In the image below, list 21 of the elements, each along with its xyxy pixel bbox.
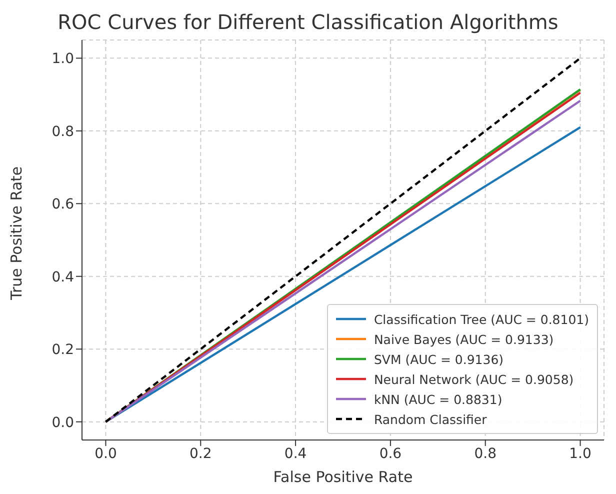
x-tick-label: 0.8 <box>474 446 496 462</box>
x-tick-label: 0.0 <box>94 446 117 462</box>
y-tick-label: 0.0 <box>52 414 74 431</box>
legend-label: SVM (AUC = 0.9136) <box>374 352 504 366</box>
legend-label: Neural Network (AUC = 0.9058) <box>374 372 574 386</box>
legend-label: Random Classifier <box>374 412 487 426</box>
legend-label: kNN (AUC = 0.8831) <box>374 392 502 406</box>
x-tick-label: 1.0 <box>569 446 592 462</box>
y-tick-label: 1.0 <box>52 51 74 68</box>
chart-title: ROC Curves for Different Classification Algorithms <box>56 10 560 34</box>
legend-label: Naive Bayes (AUC = 0.9133) <box>374 332 554 346</box>
y-tick-label: 0.4 <box>52 269 74 286</box>
legend-label: Classification Tree (AUC = 0.8101) <box>374 312 589 326</box>
y-tick-label: 0.2 <box>52 342 74 358</box>
x-tick-label: 0.4 <box>284 446 307 462</box>
y-tick-label: 0.6 <box>52 196 74 213</box>
x-tick-label: 0.6 <box>379 446 402 462</box>
x-axis-title: False Positive Rate <box>273 468 413 486</box>
x-tick-label: 0.2 <box>190 446 212 462</box>
y-axis-title: True Positive Rate <box>7 166 26 301</box>
y-tick-label: 0.8 <box>52 124 74 140</box>
